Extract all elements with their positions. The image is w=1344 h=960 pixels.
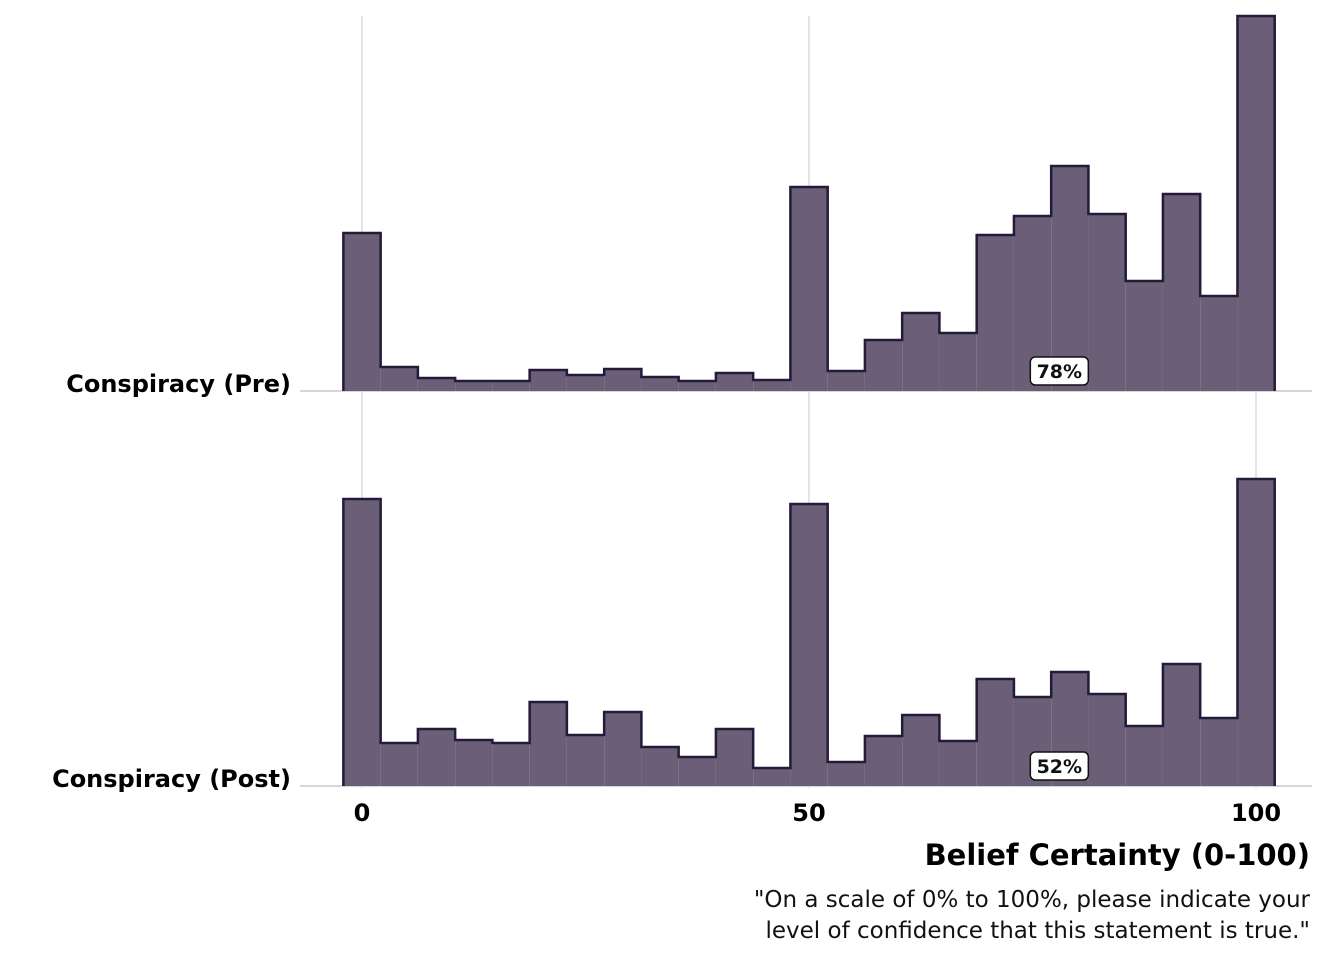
bar-1-21: [1088, 214, 1126, 391]
bar-2-21: [1088, 694, 1126, 786]
bar-2-22: [1125, 726, 1163, 786]
bar-1-8: [604, 369, 642, 391]
bar-1-14: [827, 371, 865, 391]
x-tick-label-100: 100: [1231, 799, 1281, 827]
bar-2-5: [492, 743, 530, 786]
bar-2-13: [790, 504, 828, 786]
x-tick-label-0: 0: [354, 799, 371, 827]
bar-2-15: [864, 736, 903, 786]
bar-1-2: [380, 367, 418, 391]
bar-1-17: [939, 333, 977, 391]
bar-2-4: [455, 740, 493, 786]
bar-2-24: [1200, 718, 1238, 786]
bar-1-6: [529, 370, 567, 391]
bar-2-2: [380, 743, 418, 786]
bar-2-23: [1162, 664, 1201, 786]
percent-label-2: 52%: [1037, 756, 1082, 778]
bar-2-25: [1237, 479, 1275, 786]
bar-2-12: [753, 768, 791, 786]
bar-2-17: [939, 741, 977, 786]
bar-2-18: [976, 679, 1014, 786]
bar-1-25: [1237, 16, 1275, 391]
x-tick-label-50: 50: [792, 799, 825, 827]
bar-2-6: [529, 702, 567, 786]
row-label-2: Conspiracy (Post): [52, 765, 291, 793]
series-1: [342, 14, 1276, 391]
bar-2-7: [566, 735, 605, 786]
bar-1-20: [1051, 166, 1089, 391]
percent-label-1: 78%: [1037, 361, 1082, 383]
bar-1-11: [715, 373, 754, 391]
bar-2-14: [827, 762, 865, 786]
bar-2-16: [902, 715, 940, 786]
bar-1-4: [455, 381, 493, 391]
bar-2-1: [343, 499, 381, 786]
bar-1-9: [641, 377, 679, 391]
bar-2-3: [417, 729, 456, 786]
outline-1: [342, 14, 1276, 391]
bar-1-15: [864, 340, 903, 391]
label-layer: Conspiracy (Pre) 78% Conspiracy (Post) 52%: [52, 356, 1090, 793]
row-label-1: Conspiracy (Pre): [66, 370, 291, 398]
bar-1-1: [343, 233, 381, 391]
bar-1-18: [976, 235, 1014, 391]
bar-2-8: [604, 712, 642, 786]
bar-1-12: [753, 380, 791, 391]
bar-1-24: [1200, 296, 1238, 391]
series-2: [342, 477, 1276, 786]
bar-2-9: [641, 747, 679, 786]
bar-1-22: [1125, 281, 1163, 391]
x-axis: 0 50 100: [354, 799, 1281, 827]
bar-2-10: [678, 757, 716, 786]
bar-1-16: [902, 313, 940, 391]
bar-1-7: [566, 375, 605, 391]
bar-1-10: [678, 381, 716, 391]
outline-2: [342, 477, 1276, 786]
percent-box-1: [1029, 356, 1090, 386]
bar-1-13: [790, 187, 828, 391]
bar-1-3: [417, 378, 456, 391]
percent-box-2: [1029, 751, 1090, 781]
bar-2-11: [715, 729, 754, 786]
x-axis-title: Belief Certainty (0-100): [925, 838, 1310, 872]
caption-line-2: level of confidence that this statement …: [766, 918, 1311, 944]
caption-line-1: "On a scale of 0% to 100%, please indica…: [754, 887, 1311, 913]
bar-1-23: [1162, 194, 1201, 391]
bar-1-5: [492, 381, 530, 391]
